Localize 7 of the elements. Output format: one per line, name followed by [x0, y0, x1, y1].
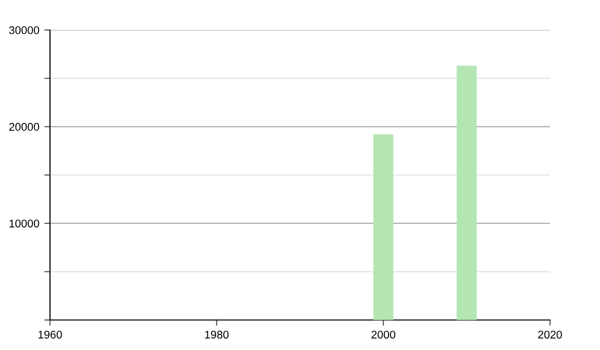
y-tick-label: 30000: [9, 26, 40, 34]
x-tick-label: 1960: [38, 330, 62, 339]
y-tick-label: 10000: [10, 220, 40, 228]
x-tick-label: 1980: [205, 330, 229, 339]
x-tick-label: 2000: [372, 330, 396, 339]
y-tick-label: 20000: [9, 122, 40, 131]
x-tick-label: 2020: [538, 330, 562, 339]
